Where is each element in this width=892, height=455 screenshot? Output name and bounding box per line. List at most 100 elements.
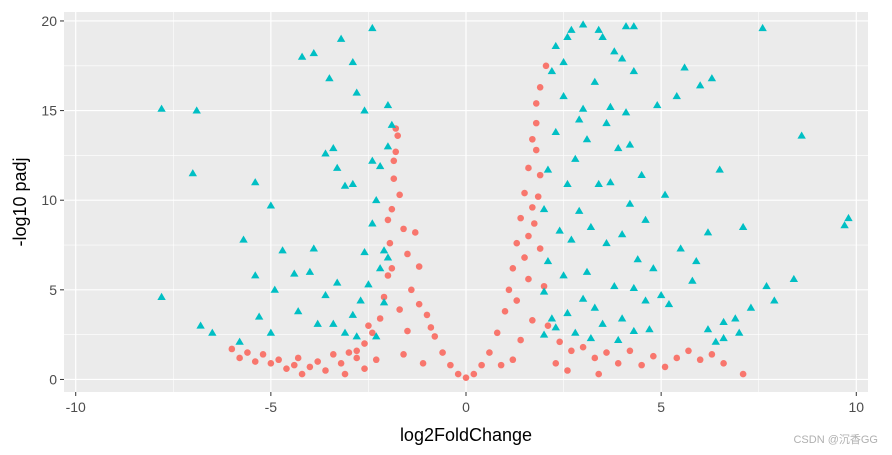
data-point-triangle	[278, 246, 287, 254]
data-point-circle	[408, 286, 415, 294]
data-point-circle	[390, 175, 398, 182]
data-point-circle	[638, 361, 645, 369]
data-point-triangle	[610, 47, 619, 55]
data-point-circle	[298, 370, 306, 378]
data-point-circle	[517, 336, 524, 344]
data-point-triangle	[707, 74, 717, 82]
data-point-triangle	[239, 235, 248, 243]
data-point-circle	[532, 119, 540, 127]
y-axis-title: -log10 padj	[10, 157, 30, 246]
data-point-triangle	[368, 156, 377, 164]
data-point-circle	[579, 343, 587, 351]
data-point-triangle	[567, 25, 576, 33]
data-point-triangle	[629, 66, 639, 75]
data-point-triangle	[368, 23, 377, 32]
data-point-triangle	[559, 57, 568, 66]
y-tick-label: 5	[49, 282, 57, 298]
data-point-triangle	[251, 271, 260, 279]
data-point-circle	[536, 83, 544, 91]
data-point-triangle	[653, 101, 662, 109]
data-point-triangle	[547, 314, 557, 322]
data-point-circle	[501, 308, 509, 315]
data-point-circle	[294, 354, 302, 362]
data-point-triangle	[614, 144, 623, 152]
data-point-circle	[532, 146, 540, 154]
data-point-triangle	[762, 282, 771, 290]
data-point-triangle	[543, 256, 553, 265]
data-point-triangle	[692, 256, 701, 265]
data-point-circle	[525, 275, 532, 283]
data-point-triangle	[368, 219, 377, 227]
data-point-triangle	[735, 328, 744, 336]
data-point-triangle	[598, 319, 607, 327]
data-point-triangle	[578, 20, 588, 28]
data-point-triangle	[383, 253, 393, 261]
data-point-circle	[386, 239, 394, 247]
data-point-triangle	[360, 106, 369, 114]
data-point-triangle	[711, 337, 720, 345]
data-point-circle	[556, 338, 563, 346]
data-point-circle	[517, 214, 524, 222]
data-point-circle	[427, 324, 435, 331]
x-tick-label: 10	[849, 399, 865, 415]
data-point-triangle	[290, 269, 299, 277]
data-point-triangle	[360, 247, 369, 256]
data-point-triangle	[695, 81, 705, 89]
data-point-triangle	[602, 118, 611, 127]
data-point-triangle	[629, 326, 639, 334]
y-tick-label: 15	[41, 103, 57, 119]
data-point-circle	[322, 367, 329, 374]
data-point-triangle	[703, 228, 713, 236]
data-point-triangle	[348, 310, 358, 318]
data-point-circle	[544, 322, 552, 329]
data-point-triangle	[586, 334, 596, 342]
data-point-triangle	[738, 222, 748, 231]
data-point-circle	[564, 367, 571, 374]
data-point-triangle	[235, 337, 244, 345]
data-point-triangle	[559, 92, 568, 100]
data-point-triangle	[383, 142, 393, 150]
data-point-circle	[532, 100, 540, 107]
data-point-circle	[411, 229, 419, 236]
data-point-triangle	[770, 296, 779, 304]
data-point-circle	[365, 322, 372, 329]
data-point-triangle	[594, 179, 603, 188]
data-point-circle	[283, 365, 290, 372]
data-point-circle	[404, 327, 411, 335]
data-point-triangle	[563, 308, 572, 317]
data-point-circle	[536, 245, 544, 252]
data-point-circle	[384, 272, 392, 279]
data-point-circle	[388, 265, 396, 272]
data-point-circle	[361, 340, 368, 347]
data-point-circle	[454, 370, 462, 378]
y-axis: 0 5 10 15 20	[41, 13, 64, 387]
data-point-circle	[513, 297, 521, 304]
data-point-triangle	[621, 22, 631, 30]
data-point-triangle	[188, 169, 197, 177]
data-point-circle	[290, 361, 298, 369]
data-point-circle	[388, 205, 396, 213]
x-tick-label: -10	[66, 399, 86, 415]
data-point-triangle	[840, 221, 849, 229]
data-point-triangle	[578, 294, 588, 302]
data-point-circle	[626, 347, 634, 355]
data-point-circle	[497, 361, 505, 369]
data-point-circle	[513, 239, 521, 247]
data-point-circle	[396, 191, 403, 199]
data-point-triangle	[309, 244, 318, 252]
data-point-triangle	[208, 328, 217, 336]
data-point-circle	[540, 282, 548, 290]
data-point-circle	[267, 360, 275, 367]
data-point-triangle	[672, 92, 681, 100]
data-point-triangle	[641, 215, 650, 223]
data-point-triangle	[266, 201, 276, 209]
data-point-triangle	[680, 63, 689, 71]
data-point-triangle	[629, 22, 639, 30]
data-point-circle	[337, 360, 345, 367]
data-point-triangle	[352, 88, 361, 96]
data-point-circle	[505, 286, 513, 294]
data-point-triangle	[660, 190, 670, 198]
data-point-circle	[521, 189, 528, 197]
data-point-triangle	[266, 328, 276, 336]
